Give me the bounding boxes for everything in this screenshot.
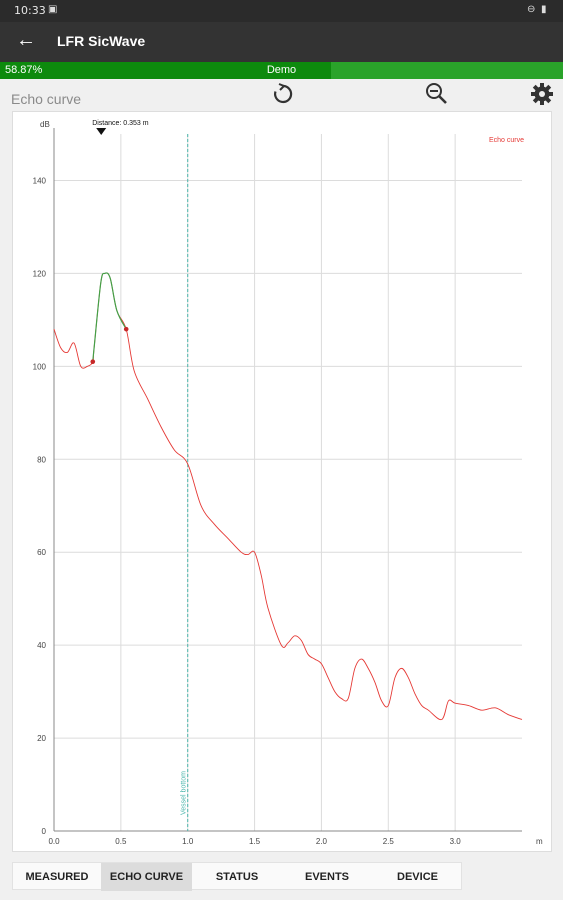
refresh-icon[interactable] (270, 81, 296, 107)
echo-chart[interactable]: 0.0 0.5 1.0 1.5 2.0 2.5 3.0 0 20 40 60 80 100 120 140 d… (13, 112, 553, 853)
status-time: 10:33 (14, 4, 46, 17)
echo-curve-line (53, 272, 523, 721)
x-tick-label: 2.0 (316, 837, 328, 846)
x-tick-label: 1.5 (249, 837, 261, 846)
y-tick-label: 60 (37, 548, 46, 557)
x-tick-label: 0.5 (115, 837, 127, 846)
app-title: LFR SicWave (57, 33, 146, 49)
y-tick-label: 120 (33, 269, 47, 278)
back-arrow-icon[interactable]: ← (16, 29, 36, 51)
y-axis-label: dB (40, 120, 50, 129)
tab-device[interactable]: DEVICE (397, 871, 438, 883)
peak-bound-marker (123, 326, 129, 332)
sim-icon: ▣ (48, 4, 58, 15)
legend-echo-curve: Echo curve (489, 137, 524, 144)
x-tick-label: 1.0 (182, 837, 194, 846)
tab-measured[interactable]: MEASURED (25, 871, 89, 883)
y-tick-label: 100 (33, 362, 47, 371)
echo-chart-card: 0.0 0.5 1.0 1.5 2.0 2.5 3.0 0 20 40 60 80 100 120 140 d… (12, 111, 552, 852)
progress-percent: 58.87% (5, 64, 43, 76)
peak-bound-marker (90, 359, 96, 364)
tab-events[interactable]: EVENTS (304, 871, 349, 883)
app-bar: ← LFR SicWave (0, 22, 563, 62)
zoom-out-icon[interactable] (423, 81, 449, 107)
y-tick-label: 0 (42, 827, 47, 836)
progress-fill (0, 62, 332, 79)
x-axis-label: m (536, 837, 543, 846)
progress-bar: 58.87% Demo (0, 62, 563, 79)
distance-label: Distance: 0.353 m (92, 120, 149, 127)
mode-label: Demo (266, 64, 297, 76)
battery-icon: ▮ (541, 4, 547, 15)
distance-marker-icon (96, 128, 107, 135)
do-not-disturb-icon: ⊖ (527, 4, 536, 15)
tab-echo-curve[interactable]: ECHO CURVE (101, 863, 192, 891)
vessel-bottom-label: Vessel bottom (181, 771, 188, 815)
y-tick-label: 20 (37, 734, 46, 743)
chart-toolbar: Echo curve (0, 79, 563, 111)
peak-segment-line (92, 272, 127, 362)
page-title: Echo curve (11, 91, 82, 107)
tab-status[interactable]: STATUS (215, 871, 259, 883)
y-tick-label: 80 (37, 455, 46, 464)
y-tick-label: 40 (37, 641, 46, 650)
gear-icon[interactable] (529, 81, 555, 107)
x-tick-label: 2.5 (383, 837, 395, 846)
x-tick-label: 3.0 (450, 837, 462, 846)
x-tick-label: 0.0 (48, 837, 60, 846)
y-tick-label: 140 (33, 176, 47, 185)
bottom-tab-bar: MEASURED ECHO CURVE STATUS EVENTS DEVICE (12, 862, 462, 891)
status-bar: 10:33 ▣ ⊖ ▮ (0, 0, 563, 22)
